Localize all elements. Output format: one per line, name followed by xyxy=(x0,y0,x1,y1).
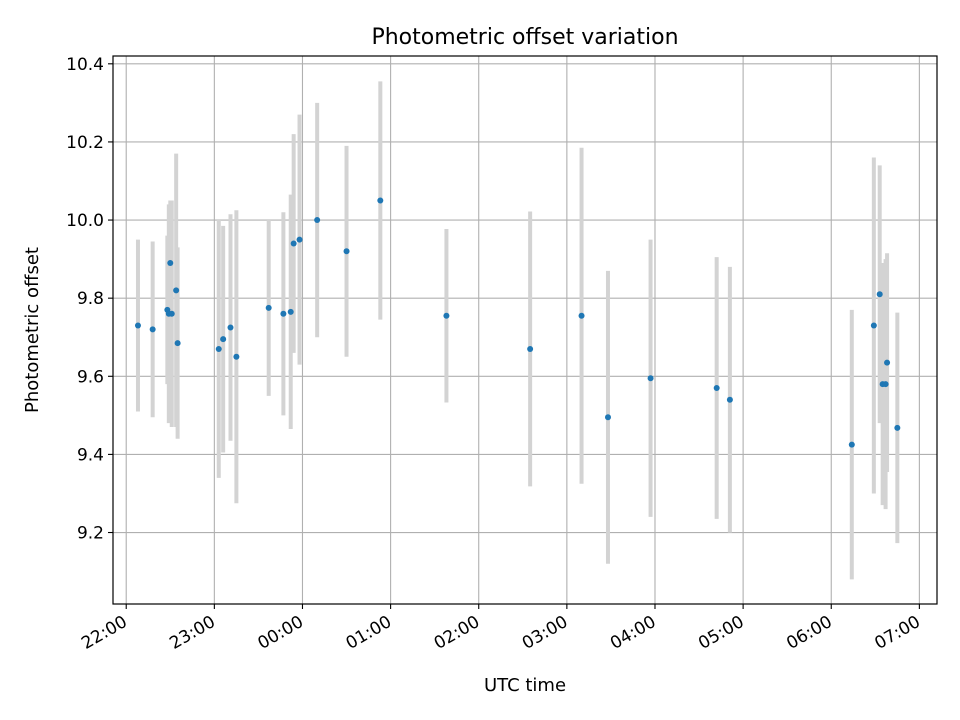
data-point xyxy=(647,375,654,382)
data-point xyxy=(227,324,234,331)
data-point xyxy=(343,248,350,255)
data-point xyxy=(287,308,294,315)
data-point xyxy=(713,385,720,392)
chart-title: Photometric offset variation xyxy=(371,25,678,50)
data-point xyxy=(443,312,450,319)
data-point xyxy=(167,260,174,267)
y-axis-ticks: 9.2 9.4 9.6 9.8 10.0 10.2 10.4 xyxy=(66,55,113,544)
data-point xyxy=(296,236,303,243)
data-point xyxy=(848,441,855,448)
data-point xyxy=(726,396,733,403)
data-point xyxy=(168,310,175,317)
data-point xyxy=(604,414,611,421)
y-tick-label: 9.8 xyxy=(77,289,104,309)
data-point xyxy=(882,381,889,388)
data-point xyxy=(290,240,297,247)
data-point xyxy=(578,312,585,319)
data-point xyxy=(884,359,891,366)
data-point xyxy=(174,340,181,347)
data-point xyxy=(233,353,240,360)
data-point xyxy=(149,326,156,333)
data-point xyxy=(894,424,901,431)
y-tick-label: 10.4 xyxy=(66,55,104,75)
y-tick-label: 9.4 xyxy=(77,445,104,465)
data-point xyxy=(527,345,534,352)
y-tick-label: 10.2 xyxy=(66,133,104,153)
data-point xyxy=(870,322,877,329)
x-axis-label: UTC time xyxy=(484,675,566,696)
grid xyxy=(113,56,937,604)
data-point xyxy=(215,345,222,352)
data-points xyxy=(134,197,901,448)
data-point xyxy=(265,304,272,311)
plot-frame xyxy=(112,55,938,605)
y-tick-label: 9.2 xyxy=(77,524,104,544)
data-point xyxy=(377,197,384,204)
data-point xyxy=(876,291,883,298)
y-tick-label: 9.6 xyxy=(77,367,104,387)
data-point xyxy=(220,336,227,343)
y-axis-label: Photometric offset xyxy=(22,247,43,413)
data-point xyxy=(314,217,321,224)
y-tick-label: 10.0 xyxy=(66,211,104,231)
data-point xyxy=(134,322,141,329)
data-point xyxy=(280,310,287,317)
data-point xyxy=(173,287,180,294)
